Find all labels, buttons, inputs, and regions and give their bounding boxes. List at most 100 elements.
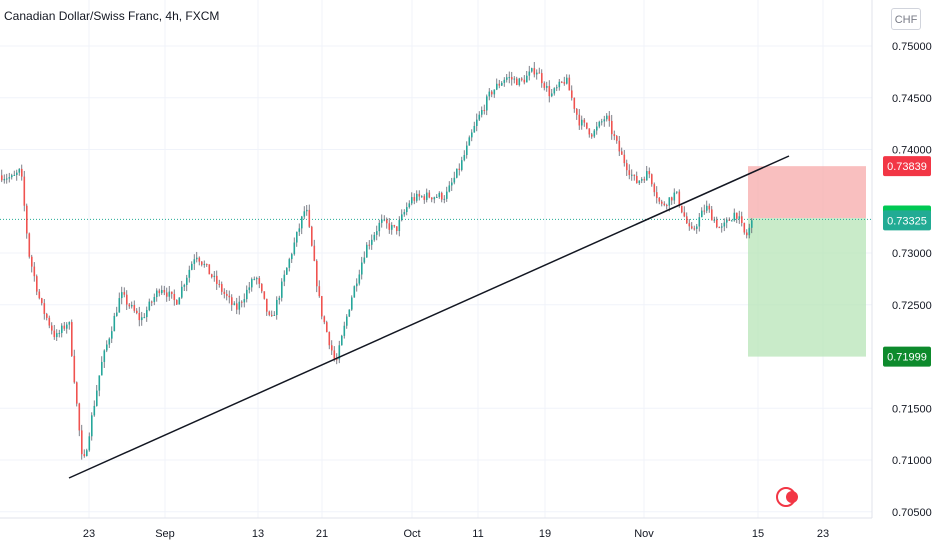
- candle-body: [416, 193, 418, 201]
- candle-body: [88, 436, 91, 451]
- candle-body: [751, 220, 753, 228]
- candle-body: [193, 259, 196, 264]
- candle-body: [253, 278, 256, 280]
- candle-body: [173, 293, 176, 301]
- candle-body: [363, 257, 366, 263]
- currency-button[interactable]: CHF: [891, 8, 921, 30]
- candle-body: [703, 210, 706, 212]
- candle-body: [463, 155, 466, 161]
- candle-body: [696, 226, 698, 229]
- candle-body: [643, 179, 646, 181]
- candle-body: [513, 78, 516, 80]
- candle-body: [161, 289, 163, 294]
- candle-body: [203, 263, 206, 265]
- candle-body: [261, 283, 263, 292]
- candle-body: [231, 297, 233, 305]
- candle-body: [518, 78, 521, 86]
- candle-body: [733, 212, 736, 221]
- candle-body: [66, 324, 68, 329]
- candle-body: [586, 122, 588, 129]
- time-tick-label: 13: [252, 528, 264, 540]
- candle-body: [303, 211, 306, 217]
- stop-loss-zone[interactable]: [748, 166, 866, 219]
- candle-body: [121, 292, 123, 299]
- candle-body: [548, 85, 551, 97]
- candle-body: [578, 114, 581, 126]
- candle-body: [671, 197, 673, 201]
- candle-body: [743, 222, 746, 233]
- candle-body: [206, 263, 208, 265]
- candle-body: [256, 278, 258, 280]
- candle-body: [318, 286, 321, 297]
- candle-body: [223, 291, 226, 294]
- candle-body: [311, 226, 313, 246]
- candle-body: [361, 262, 363, 275]
- candle-body: [673, 192, 676, 201]
- candle-body: [633, 174, 636, 176]
- candle-body: [23, 176, 26, 206]
- event-icon[interactable]: [776, 487, 798, 507]
- candle-body: [48, 317, 51, 326]
- candle-body: [321, 296, 323, 317]
- candle-body: [631, 174, 633, 176]
- price-tick-label: 0.71500: [892, 403, 932, 415]
- candle-body: [478, 114, 481, 120]
- candle-body: [266, 298, 268, 312]
- candle-body: [596, 126, 598, 131]
- candle-body: [323, 316, 326, 323]
- candle-body: [411, 197, 413, 204]
- candle-body: [373, 234, 376, 240]
- candle-body: [143, 317, 146, 319]
- candle-body: [328, 332, 331, 346]
- candle-body: [628, 170, 631, 176]
- candle-body: [103, 350, 106, 362]
- candle-body: [706, 205, 708, 211]
- candle-body: [278, 297, 281, 300]
- candle-body: [451, 182, 453, 186]
- candle-body: [106, 344, 108, 351]
- candle-body: [688, 223, 691, 227]
- candle-body: [33, 266, 36, 277]
- candle-body: [368, 244, 371, 246]
- candle-body: [406, 207, 408, 213]
- candle-body: [81, 430, 83, 455]
- candle-body: [238, 301, 241, 310]
- candle-body: [308, 209, 311, 227]
- candle-body: [168, 291, 171, 297]
- candle-body: [13, 174, 16, 176]
- candle-body: [438, 192, 441, 197]
- candle-body: [491, 91, 493, 95]
- candle-body: [723, 222, 726, 227]
- candle-body: [473, 125, 476, 133]
- event-icon-inner: [786, 491, 798, 503]
- candle-body: [588, 128, 591, 135]
- time-tick-label: Oct: [403, 528, 420, 540]
- time-tick-label: 23: [817, 528, 829, 540]
- candle-body: [506, 77, 508, 80]
- candle-body: [516, 78, 518, 86]
- candle-body: [663, 203, 666, 206]
- take-profit-zone[interactable]: [748, 218, 866, 357]
- candle-body: [83, 454, 86, 457]
- candle-body: [341, 335, 343, 346]
- trendline[interactable]: [68, 155, 790, 479]
- candle-body: [333, 350, 336, 360]
- candle-body: [393, 225, 396, 227]
- candle-body: [401, 214, 403, 221]
- candle-body: [683, 212, 686, 217]
- candle-body: [651, 174, 653, 185]
- candle-body: [3, 178, 6, 181]
- candle-body: [233, 303, 236, 305]
- candle-body: [61, 325, 63, 333]
- time-tick-label: 19: [539, 528, 551, 540]
- candle-body: [218, 283, 221, 285]
- candle-body: [398, 220, 401, 231]
- candle-body: [248, 287, 251, 290]
- candle-body: [456, 168, 458, 178]
- candle-body: [653, 184, 656, 193]
- candle-body: [381, 219, 383, 223]
- candle-body: [151, 301, 153, 303]
- candle-body: [638, 180, 641, 184]
